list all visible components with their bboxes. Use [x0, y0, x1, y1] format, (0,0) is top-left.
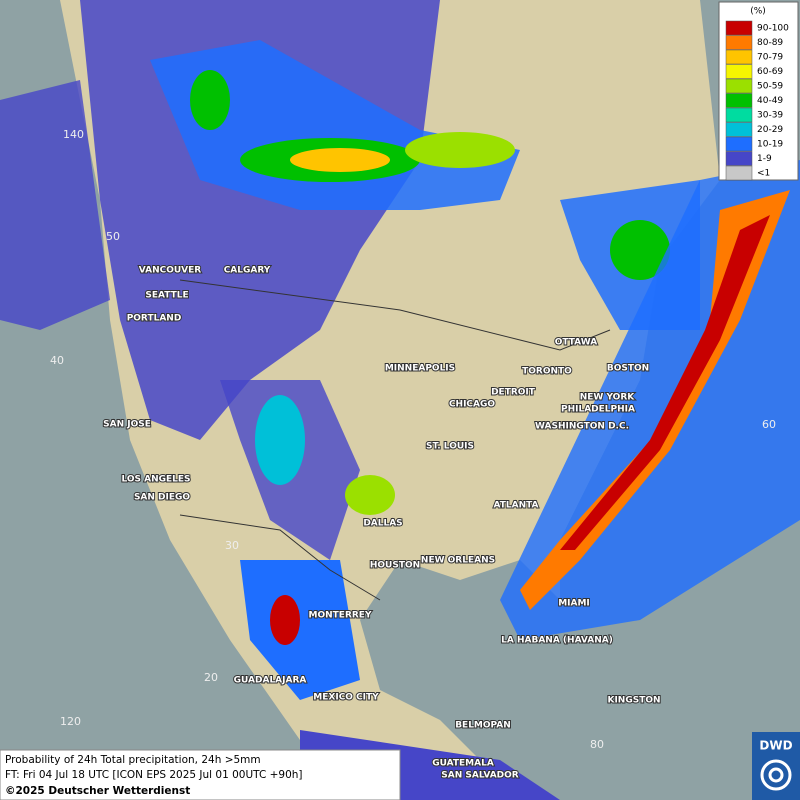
city-labels: VANCOUVER CALGARY SEATTLE PORTLAND MINNEAPOL… — [102, 265, 661, 782]
legend-swatch — [725, 20, 753, 36]
city-label: OTTAWA — [555, 338, 598, 348]
grid-label: 50 — [106, 230, 120, 243]
city-label: BELMOPAN — [455, 721, 511, 731]
logo: DWD — [759, 739, 792, 753]
legend-label: 20-29 — [757, 125, 783, 135]
legend-label: 60-69 — [757, 67, 783, 77]
legend-swatch — [725, 78, 753, 94]
legend-swatch — [725, 122, 753, 137]
legend-label: 70-79 — [757, 53, 783, 63]
legend-swatch — [725, 136, 753, 152]
legend-label: 10-19 — [757, 140, 783, 150]
legend-label: 80-89 — [757, 38, 783, 48]
precip-area — [345, 475, 395, 515]
city-label: SAN SALVADOR — [441, 771, 518, 781]
precip-area — [610, 220, 670, 280]
border — [179, 514, 381, 601]
precip-area — [0, 80, 110, 330]
border — [179, 279, 611, 351]
legend-swatch — [725, 35, 753, 50]
city-label: MEXICO CITY — [313, 693, 379, 703]
legend-label: 90-100 — [757, 24, 789, 34]
legend-label: 30-39 — [757, 111, 783, 121]
grid-label: 120 — [60, 715, 81, 728]
city-label: ATLANTA — [493, 501, 538, 511]
city-label: PHILADELPHIA — [561, 405, 635, 415]
city-label: SAN DIEGO — [134, 493, 190, 503]
grid-labels: 140 50 40 30 20 120 80 60 — [50, 128, 776, 751]
logo-icon — [768, 767, 784, 783]
grid-label: 40 — [50, 354, 64, 367]
precip-area — [405, 132, 515, 168]
legend: (%) 90-100 80-89 70-79 60-69 50-59 40-49 30-39… — [718, 1, 799, 181]
caption-line: Probability of 24h Total precipitation, … — [5, 754, 261, 766]
grid-label: 30 — [225, 539, 239, 552]
grid-label: 20 — [204, 671, 218, 684]
precip-area — [270, 595, 300, 645]
precip-area — [255, 395, 305, 485]
city-label: MONTERREY — [309, 611, 372, 621]
grid-label: 140 — [63, 128, 84, 141]
legend-swatch — [725, 64, 753, 79]
city-label: DALLAS — [363, 519, 402, 529]
caption-line: ©2025 Deutscher Wetterdienst — [5, 785, 190, 797]
legend-items: 90-100 80-89 70-79 60-69 50-59 40-49 30-39 20-2… — [725, 20, 789, 181]
legend-swatch — [725, 151, 753, 166]
city-label: WASHINGTON D.C. — [535, 422, 629, 432]
city-label: GUATEMALA — [432, 759, 494, 769]
legend-title: (%) — [750, 7, 766, 17]
city-label: CHICAGO — [449, 400, 495, 410]
grid-label: 60 — [762, 418, 776, 431]
legend-swatch — [725, 49, 753, 65]
city-label: PORTLAND — [127, 314, 182, 324]
caption-line: FT: Fri 04 Jul 18 UTC [ICON EPS 2025 Jul… — [5, 769, 303, 781]
city-label: HOUSTON — [370, 561, 420, 571]
precip-area — [150, 40, 520, 210]
legend-swatch — [725, 107, 753, 123]
precip-area — [560, 215, 770, 550]
city-label: MIAMI — [558, 599, 590, 609]
city-label: SEATTLE — [145, 291, 188, 301]
legend-swatch — [725, 165, 753, 181]
city-label: NEW ORLEANS — [421, 556, 495, 566]
city-label: LOS ANGELES — [121, 475, 190, 485]
legend-label: <1 — [757, 169, 770, 179]
caption-box — [0, 749, 401, 800]
city-label: CALGARY — [224, 266, 271, 276]
city-label: KINGSTON — [607, 696, 660, 706]
city-label: BOSTON — [607, 364, 649, 374]
city-label: TORONTO — [522, 367, 572, 377]
precip-area — [290, 148, 390, 172]
legend-label: 40-49 — [757, 96, 783, 106]
city-label: GUADALAJARA — [234, 676, 307, 686]
city-label: VANCOUVER — [139, 266, 202, 276]
city-label: NEW YORK — [580, 393, 636, 403]
legend-label: 1-9 — [757, 154, 772, 164]
city-label: LA HABANA (HAVANA) — [501, 636, 613, 646]
city-label: SAN JOSE — [103, 420, 151, 430]
precip-area — [190, 70, 230, 130]
city-label: ST. LOUIS — [426, 442, 474, 452]
logo-icon — [760, 759, 792, 791]
precip-area — [240, 560, 360, 700]
city-label: MINNEAPOLIS — [385, 364, 455, 374]
legend-label: 50-59 — [757, 82, 783, 92]
city-label: DETROIT — [491, 388, 536, 398]
grid-label: 80 — [590, 738, 604, 751]
legend-swatch — [725, 93, 753, 108]
